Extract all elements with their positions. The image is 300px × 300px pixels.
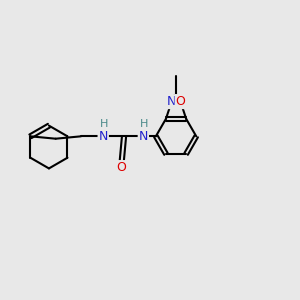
Text: N: N — [98, 130, 108, 143]
Text: N: N — [139, 130, 148, 143]
Text: N: N — [167, 95, 176, 108]
Text: H: H — [100, 119, 108, 129]
Text: O: O — [176, 95, 185, 108]
Text: O: O — [117, 161, 127, 174]
Text: H: H — [140, 119, 148, 129]
